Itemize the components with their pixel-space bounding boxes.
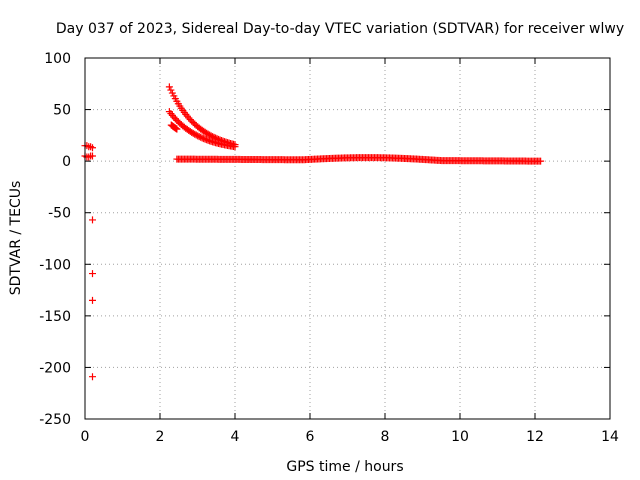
x-axis-title: GPS time / hours — [286, 459, 403, 475]
band-point-descending-upper — [165, 83, 173, 91]
band-point-baseline — [537, 157, 545, 165]
band-point-descending-upper — [204, 130, 212, 138]
y-tick-label: -200 — [39, 360, 71, 376]
band-point-descending-middle — [170, 113, 178, 121]
data-point — [89, 373, 96, 381]
band-point-descending-middle — [197, 133, 205, 141]
band-point-descending-middle — [194, 132, 202, 140]
y-tick-label: -100 — [39, 257, 71, 273]
band-point-descending-middle — [200, 135, 208, 143]
band-point-descending-middle — [231, 143, 239, 151]
y-tick-label: 100 — [44, 51, 71, 67]
band-point-descending-middle — [171, 115, 179, 123]
band-point-descending-middle — [189, 129, 197, 137]
band-point-descending-upper — [185, 114, 193, 122]
y-axis-title: SDTVAR / TECUs — [8, 181, 24, 296]
x-tick-label: 14 — [601, 429, 619, 445]
x-tick-label: 4 — [231, 429, 240, 445]
band-point-descending-middle — [192, 131, 200, 139]
y-tick-label: -50 — [48, 206, 71, 222]
band-point-short-lower — [173, 125, 181, 133]
y-tick-label: 0 — [62, 154, 71, 170]
data-point — [89, 152, 96, 160]
plot-frame — [84, 57, 611, 420]
x-tick-label: 12 — [526, 429, 544, 445]
band-point-descending-middle — [198, 134, 206, 142]
band-point-descending-upper — [186, 116, 194, 124]
x-tick-label: 2 — [156, 429, 165, 445]
grid-lines — [85, 58, 610, 419]
data-point — [89, 144, 96, 152]
data-points — [81, 83, 545, 381]
y-tick-label: -150 — [39, 309, 71, 325]
x-tick-label: 8 — [381, 429, 390, 445]
x-tick-label: 10 — [451, 429, 469, 445]
x-tick-label: 6 — [306, 429, 315, 445]
y-tick-label: 50 — [53, 103, 71, 119]
axis-ticks: 0 2 4 6 8 10 12 14 100 50 0 -50 -100 -150 -200 -250 — [39, 51, 619, 445]
data-point — [89, 270, 96, 278]
data-point — [89, 296, 96, 304]
data-point — [89, 216, 96, 224]
chart-title: Day 037 of 2023, Sidereal Day-to-day VTE… — [56, 21, 624, 37]
x-tick-label: 0 — [81, 429, 90, 445]
y-tick-label: -250 — [39, 412, 71, 428]
band-point-descending-middle — [195, 133, 203, 141]
band-point-descending-upper — [167, 86, 175, 94]
band-point-descending-upper — [206, 131, 214, 139]
band-point-descending-middle — [191, 130, 199, 138]
